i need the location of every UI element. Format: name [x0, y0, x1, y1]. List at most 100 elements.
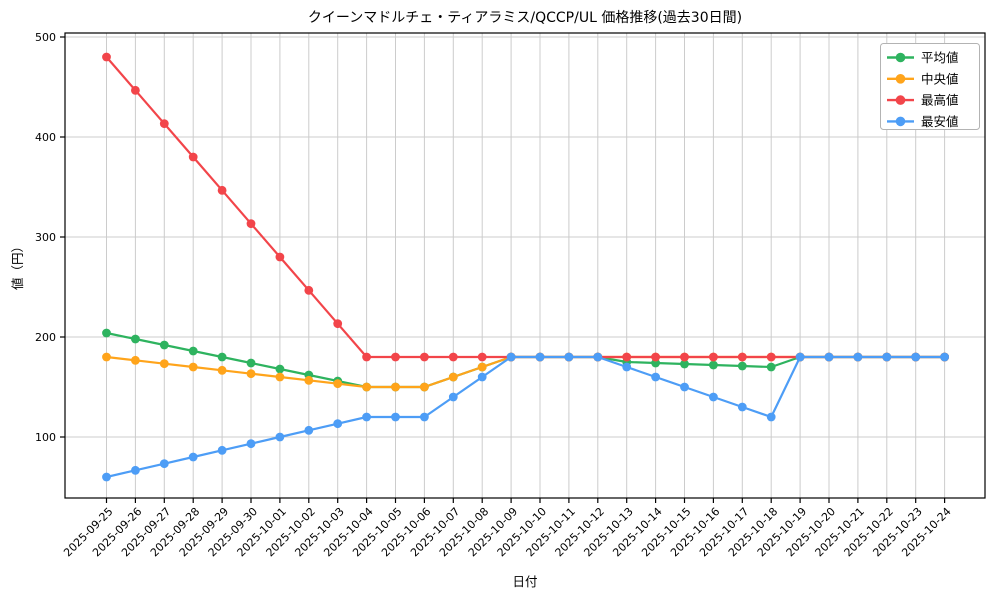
- series-line-max: [105, 55, 946, 359]
- data-point: [188, 346, 198, 356]
- legend-item-max: 最高値: [887, 93, 959, 108]
- data-point: [362, 352, 371, 362]
- data-point: [159, 119, 169, 129]
- data-point: [448, 372, 458, 382]
- data-point: [737, 352, 747, 362]
- data-point: [275, 252, 285, 262]
- legend-marker: [895, 52, 906, 63]
- x-axis-ticks: 2025-09-252025-09-262025-09-272025-09-28…: [61, 498, 954, 559]
- data-point: [159, 359, 169, 369]
- data-point: [188, 152, 198, 162]
- data-point: [275, 364, 285, 374]
- y-tick-label: 300: [35, 231, 56, 244]
- legend-label: 最安値: [921, 114, 959, 129]
- data-point: [709, 352, 718, 362]
- legend-marker: [895, 116, 906, 127]
- data-point: [246, 219, 256, 229]
- data-point: [420, 382, 429, 392]
- data-point: [622, 362, 632, 372]
- data-point: [131, 334, 140, 344]
- y-tick-label: 500: [35, 31, 56, 44]
- series-line-average: [105, 331, 946, 389]
- data-point: [766, 362, 776, 372]
- series-max: [102, 52, 949, 362]
- data-point: [246, 439, 256, 449]
- data-point: [737, 361, 747, 371]
- data-point: [217, 185, 227, 195]
- data-point: [564, 352, 574, 362]
- data-point: [477, 372, 487, 382]
- data-point: [217, 445, 227, 455]
- data-point: [448, 392, 458, 402]
- data-point: [420, 412, 429, 422]
- data-point: [102, 52, 111, 62]
- y-axis-ticks: 100 200 300 400 500: [35, 31, 65, 444]
- data-point: [448, 352, 458, 362]
- data-point: [737, 402, 747, 412]
- data-point: [651, 352, 660, 362]
- chart-title: クイーンマドルチェ・ティアラミス/QCCP/UL 価格推移(過去30日間): [308, 10, 742, 26]
- data-point: [217, 365, 227, 375]
- y-axis-label: 値（円）: [10, 240, 25, 290]
- data-point: [304, 375, 314, 385]
- series-min: [102, 352, 949, 482]
- data-point: [882, 352, 892, 362]
- data-point: [391, 382, 400, 392]
- data-point: [477, 352, 487, 362]
- data-point: [188, 362, 198, 372]
- data-point: [246, 369, 256, 379]
- data-point: [680, 382, 689, 392]
- data-point: [766, 352, 776, 362]
- data-point: [131, 465, 140, 475]
- data-point: [680, 359, 689, 369]
- data-point: [333, 319, 343, 329]
- data-point: [131, 85, 140, 95]
- data-point: [593, 352, 603, 362]
- legend-item-average: 平均値: [887, 50, 959, 65]
- data-point: [709, 360, 718, 370]
- legend-marker: [895, 74, 906, 84]
- gridlines: [65, 33, 985, 498]
- x-axis-label: 日付: [512, 574, 537, 589]
- data-point: [477, 362, 487, 372]
- data-point: [506, 352, 516, 362]
- plot-frame: [64, 32, 986, 499]
- data-point: [362, 382, 371, 392]
- legend-label: 平均値: [921, 50, 959, 65]
- data-point: [275, 432, 285, 442]
- data-point: [333, 419, 343, 429]
- legend-item-min: 最安値: [887, 114, 959, 129]
- data-point: [304, 425, 314, 435]
- data-point: [622, 352, 632, 362]
- series-average: [102, 328, 949, 392]
- data-point: [217, 352, 227, 362]
- data-point: [102, 352, 111, 362]
- data-point: [651, 372, 660, 382]
- data-point: [246, 358, 256, 368]
- legend-box: [880, 43, 980, 130]
- data-point: [304, 285, 314, 295]
- data-point: [853, 352, 863, 362]
- data-point: [766, 412, 776, 422]
- y-tick-label: 100: [35, 431, 56, 444]
- data-point: [159, 340, 169, 350]
- data-point: [362, 412, 371, 422]
- data-point: [391, 352, 400, 362]
- data-point: [911, 352, 921, 362]
- data-point: [391, 412, 400, 422]
- series-line-median: [105, 355, 946, 389]
- y-tick-label: 400: [35, 131, 56, 144]
- data-point: [824, 352, 834, 362]
- data-point: [102, 328, 111, 338]
- data-point: [188, 452, 198, 462]
- data-point: [275, 372, 285, 382]
- y-tick-label: 200: [35, 331, 56, 344]
- data-point: [680, 352, 689, 362]
- legend-label: 最高値: [921, 93, 959, 108]
- data-point: [535, 352, 545, 362]
- data-point: [159, 459, 169, 469]
- legend-label: 中央値: [921, 71, 959, 86]
